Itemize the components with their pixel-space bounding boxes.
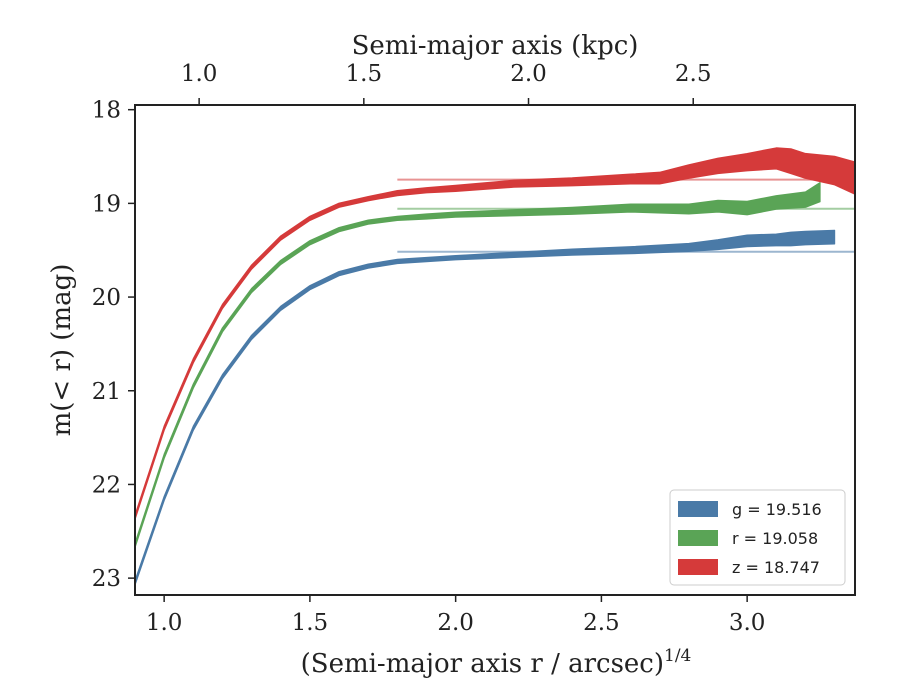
- top-axis-label: Semi-major axis (kpc): [352, 31, 639, 61]
- y-tick-label: 23: [92, 566, 121, 592]
- series-band: [135, 181, 821, 549]
- legend: g = 19.516 r = 19.058 z = 18.747: [669, 489, 846, 586]
- x-axis-label: (Semi-major axis r / arcsec)1/4: [301, 646, 692, 679]
- x-axis-label-exponent: 1/4: [664, 646, 691, 666]
- series-band: [135, 147, 855, 520]
- legend-swatch: [678, 530, 718, 546]
- legend-swatch: [678, 501, 718, 517]
- x-ticks: 1.0 1.5 2.0 2.5 3.0: [146, 595, 766, 636]
- x-tick-label: 3.0: [729, 610, 766, 636]
- legend-label: r = 19.058: [732, 529, 818, 548]
- top-tick-label: 1.5: [346, 61, 383, 87]
- legend-label: z = 18.747: [732, 558, 820, 577]
- x-tick-label: 1.5: [292, 610, 329, 636]
- top-tick-label: 1.0: [181, 61, 218, 87]
- plot-frame: [134, 104, 856, 596]
- y-tick-label: 19: [92, 191, 121, 217]
- y-axis-label: m(< r) (mag): [47, 264, 77, 437]
- x-tick-label: 1.0: [146, 610, 183, 636]
- top-tick-label: 2.5: [675, 61, 712, 87]
- y-tick-label: 22: [92, 472, 121, 498]
- y-tick-label: 18: [92, 98, 121, 124]
- top-tick-label: 2.0: [510, 61, 547, 87]
- x-tick-label: 2.5: [583, 610, 620, 636]
- y-ticks: 18 19 20 21 22 23: [92, 98, 135, 592]
- y-tick-label: 20: [92, 285, 121, 311]
- legend-swatch: [678, 559, 718, 575]
- legend-label: g = 19.516: [732, 500, 822, 519]
- profile-bands: [135, 147, 855, 586]
- y-tick-label: 21: [92, 379, 121, 405]
- x-tick-label: 2.0: [437, 610, 474, 636]
- top-ticks: 1.0 1.5 2.0 2.5: [181, 61, 712, 105]
- axes-box: [134, 104, 856, 596]
- series-band: [135, 229, 836, 586]
